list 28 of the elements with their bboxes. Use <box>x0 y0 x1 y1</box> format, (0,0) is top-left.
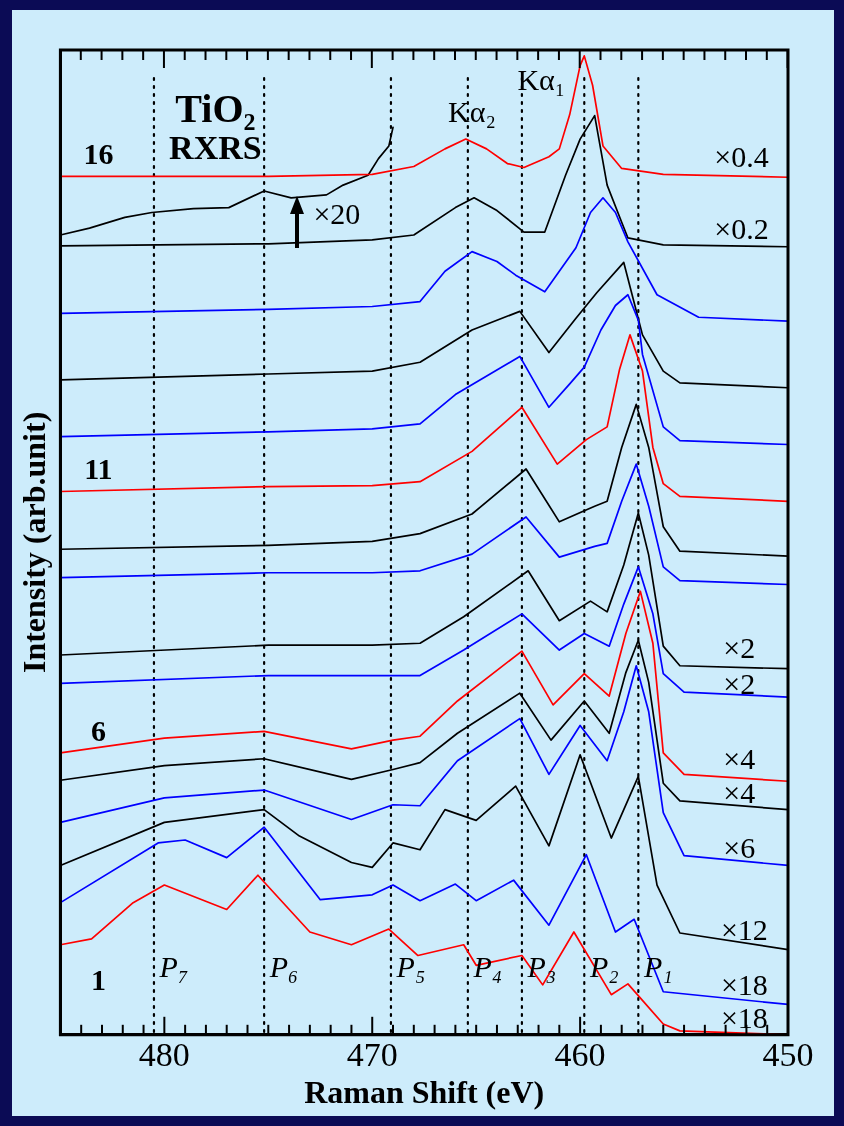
x-axis-title: Raman Shift (eV) <box>304 1074 545 1111</box>
ref-line-label: P₆ <box>268 949 299 983</box>
annotation: ×2 <box>723 630 756 664</box>
series-label: 16 <box>83 137 114 171</box>
x-tick-label: 450 <box>762 1036 814 1074</box>
x-tick-label: 470 <box>346 1036 398 1074</box>
annotation: ×18 <box>720 968 768 1002</box>
text: TiO₂ <box>175 86 256 132</box>
annotation: ×4 <box>723 776 756 810</box>
series-label: 1 <box>90 963 106 997</box>
annotation: ×0.4 <box>714 140 769 174</box>
x-tick-label: 460 <box>554 1036 606 1074</box>
ref-line-label: P₇ <box>158 949 189 983</box>
annotation: ×12 <box>720 913 768 947</box>
annotation: ×2 <box>723 667 756 701</box>
annotation: ×4 <box>723 741 756 775</box>
ref-line-label: P₅ <box>395 949 426 983</box>
x-tick-label: 480 <box>138 1036 190 1074</box>
series-label: 11 <box>84 452 113 486</box>
annotation: ×6 <box>723 830 756 864</box>
annotation: Kα₁ <box>517 63 566 97</box>
ref-line-label: P₃ <box>526 949 557 983</box>
series-label: 6 <box>90 713 106 747</box>
annotation: Kα₂ <box>448 95 496 129</box>
annotation: ×18 <box>720 1000 768 1034</box>
annotation: ×0.2 <box>714 212 769 246</box>
y-axis-title: Intensity (arb.unit) <box>16 411 53 674</box>
annotation: ×20 <box>313 197 361 231</box>
